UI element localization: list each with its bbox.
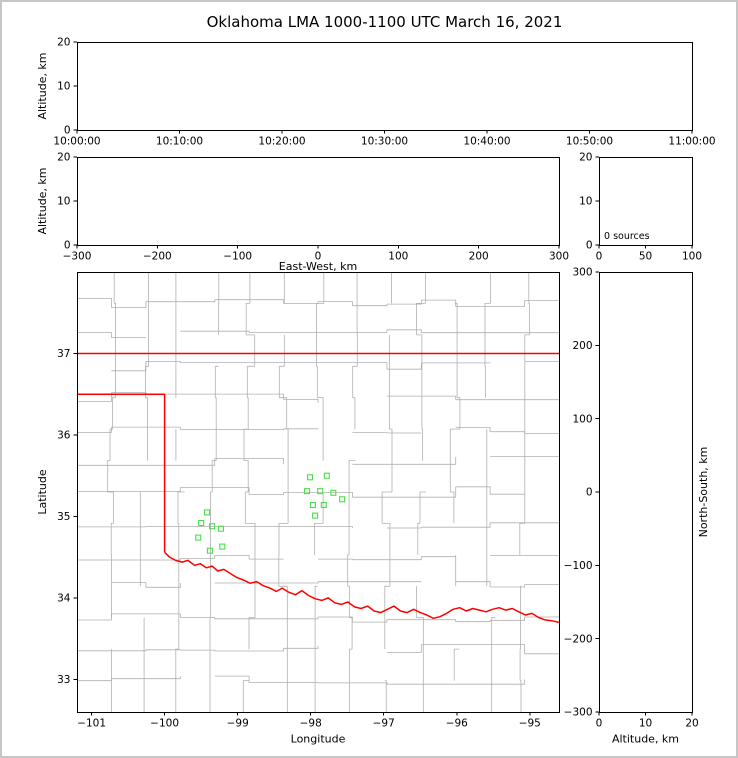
x-tick-label: −97 [373, 718, 395, 730]
x-tick-label: 11:00:00 [668, 136, 715, 148]
x-tick-label: 10 [639, 718, 652, 730]
y-tick-label: 36 [57, 430, 71, 442]
panel-spine-plan-view [77, 272, 560, 713]
y-axis-label: Altitude, km [36, 52, 49, 119]
y-tick-label: −200 [564, 633, 593, 645]
y-tick-label: −100 [564, 560, 593, 572]
lma-station-marker [209, 523, 216, 530]
x-tick-label: 10:50:00 [566, 136, 613, 148]
tick-marks [73, 41, 693, 134]
sources-count-annotation: 0 sources [604, 231, 650, 242]
lma-station-marker [309, 501, 316, 509]
x-tick-label: 300 [549, 251, 569, 263]
panel-altitude-histogram: 0 50 100 0 10 20 0 sources [579, 152, 702, 263]
x-axis-label: Longitude [291, 733, 346, 746]
lma-station-marker [195, 534, 202, 541]
y-tick-label: 34 [57, 593, 71, 605]
y-tick-label: 0 [586, 487, 593, 499]
lma-station-marker [317, 488, 324, 495]
county-boundaries [77, 272, 559, 712]
x-tick-label: −100 [223, 251, 252, 263]
x-tick-label: 10:30:00 [361, 136, 408, 148]
panel-spine-ew-height [77, 157, 560, 246]
lma-station-marker [339, 496, 346, 503]
x-tick-label: 200 [469, 251, 489, 263]
lma-station-marker [312, 512, 319, 519]
panel-plan-view: −101 −100 −99 −98 −97 −96 −95 37 36 35 34 33 Longitu… [36, 348, 541, 745]
y-tick-label: −300 [564, 707, 593, 719]
y-axis-label: Altitude, km [36, 167, 49, 234]
x-tick-label: 50 [639, 251, 652, 263]
panel-time-height: 10:00:00 10:10:00 10:20:00 10:30:00 10:40:00… [36, 37, 716, 148]
lma-station-marker [320, 501, 327, 509]
x-tick-label: −96 [446, 718, 468, 730]
x-tick-label: 0 [596, 718, 603, 730]
x-tick-label: 100 [388, 251, 408, 263]
y-tick-label: 300 [572, 267, 592, 279]
y-tick-label: 200 [572, 340, 592, 352]
chart-title: Oklahoma LMA 1000-1100 UTC March 16, 202… [206, 13, 563, 31]
panel-ew-height: −300 −200 −100 0 100 200 300 0 10 20 East-West, km… [36, 152, 569, 273]
y-tick-label: 10 [579, 196, 592, 208]
x-tick-label: −101 [77, 718, 106, 730]
panel-spine-ns-height [599, 272, 693, 713]
x-tick-label: −300 [63, 251, 92, 263]
y-tick-label: 100 [572, 413, 592, 425]
x-tick-label: 100 [682, 251, 702, 263]
lma-station-marker [330, 489, 337, 496]
lma-station-marker [198, 519, 205, 527]
x-tick-label: 10:20:00 [258, 136, 305, 148]
y-tick-label: 20 [579, 152, 592, 164]
lma-station-marker [323, 472, 330, 479]
y-tick-label: 20 [57, 37, 70, 49]
tick-marks [595, 271, 693, 716]
tick-marks [73, 353, 531, 716]
panel-ns-height: 0 10 20 300 200 100 0 −100 −200 −300 Altitude, km N… [564, 267, 710, 746]
lma-station-marker [219, 543, 226, 550]
y-axis-label: Latitude [36, 469, 49, 515]
state-border-line [77, 393, 166, 553]
x-tick-label: −200 [143, 251, 172, 263]
lma-station-marker [303, 488, 311, 495]
y-tick-label: 37 [57, 348, 70, 360]
y-axis-label-right: North-South, km [697, 447, 710, 538]
tick-marks [595, 156, 693, 249]
y-tick-label: 0 [586, 240, 593, 252]
x-tick-label: 10:00:00 [53, 136, 100, 148]
y-tick-label: 10 [57, 81, 70, 93]
lma-station-marker [306, 474, 314, 481]
y-tick-label: 0 [64, 125, 71, 137]
x-tick-label: −100 [150, 718, 179, 730]
x-axis-label: East-West, km [279, 260, 357, 273]
y-tick-label: 20 [57, 152, 70, 164]
y-tick-label: 35 [57, 511, 70, 523]
lma-station-marker [203, 509, 211, 516]
panel-spine-altitude-histogram [599, 157, 693, 246]
lma-station-marker [206, 547, 213, 554]
y-tick-label: 33 [57, 674, 70, 686]
x-axis-label: Altitude, km [612, 733, 679, 746]
x-tick-label: 10:10:00 [156, 136, 203, 148]
y-tick-label: 0 [64, 240, 71, 252]
x-tick-label: 0 [596, 251, 603, 263]
y-tick-label: 10 [57, 196, 70, 208]
x-tick-label: −98 [300, 718, 322, 730]
red-river-line [164, 551, 559, 624]
panel-spine-time-height [77, 42, 693, 131]
x-tick-label: 20 [685, 718, 698, 730]
lma-station-marker [217, 525, 224, 532]
x-tick-label: −99 [227, 718, 249, 730]
x-tick-label: −95 [519, 718, 541, 730]
tick-marks [73, 156, 560, 249]
x-tick-label: 10:40:00 [463, 136, 510, 148]
x-tick-label: 0 [315, 251, 322, 263]
map-content [77, 272, 559, 712]
